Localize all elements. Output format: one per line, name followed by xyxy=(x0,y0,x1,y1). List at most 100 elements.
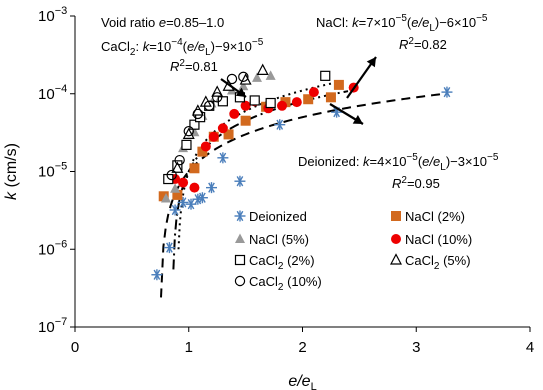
legend-marker xyxy=(390,253,402,265)
legend-item: Deionized xyxy=(234,209,307,224)
data-point xyxy=(206,182,217,194)
legend-marker xyxy=(391,211,401,221)
data-point xyxy=(217,123,228,134)
x-tick-label: 0 xyxy=(71,339,79,356)
data-point xyxy=(238,80,249,91)
data-point xyxy=(182,127,195,140)
legend-item: CaCl2 (2%) xyxy=(234,253,315,272)
axes: 0 1 2 3 4 10−7 10−6 10−5 10−4 10−3 e/eL k (cm/s) xyxy=(3,5,534,390)
data-point xyxy=(234,175,246,187)
cacl2-arrow xyxy=(220,78,247,98)
y-axis-title: k (cm/s) xyxy=(3,143,20,200)
data-point xyxy=(441,86,453,98)
data-point xyxy=(196,192,208,204)
data-point xyxy=(208,131,219,142)
legend-item: CaCl2 (10%) xyxy=(234,274,322,293)
data-point xyxy=(333,79,344,90)
nacl-arrow xyxy=(346,56,377,99)
legend-label: NaCl (5%) xyxy=(249,232,309,247)
data-point xyxy=(197,146,208,157)
data-point xyxy=(274,119,286,131)
data-point xyxy=(181,139,192,150)
legend-marker xyxy=(234,254,246,266)
data-point xyxy=(166,169,177,181)
legend-label: Deionized xyxy=(249,209,307,224)
x-axis-title: e/eL xyxy=(288,373,316,390)
data-point xyxy=(325,92,336,103)
x-tick-label: 2 xyxy=(298,339,306,356)
legend-marker xyxy=(391,234,401,244)
y-tick-label: 10−6 xyxy=(38,238,67,258)
data-point xyxy=(161,192,171,203)
x-tick-label: 1 xyxy=(185,339,193,356)
data-point xyxy=(240,115,251,126)
legend-item: NaCl (2%) xyxy=(391,209,465,224)
legend-label: NaCl (2%) xyxy=(405,209,465,224)
data-point xyxy=(217,152,229,164)
data-point xyxy=(158,191,169,202)
data-point xyxy=(256,63,269,75)
data-point xyxy=(163,173,174,185)
cacl2-r2: R2=0.81 xyxy=(170,58,218,74)
data-point xyxy=(172,189,183,200)
legend-marker xyxy=(235,233,245,243)
data-point xyxy=(252,72,262,82)
deionized-r2: R2=0.95 xyxy=(392,175,440,191)
data-point xyxy=(239,73,252,85)
data-point xyxy=(265,97,276,109)
data-point xyxy=(320,70,331,81)
data-point xyxy=(277,100,288,111)
data-point xyxy=(303,94,314,105)
legend: Deionized NaCl (2%) NaCl (5%) NaCl (10%) CaC… xyxy=(234,209,472,293)
data-point xyxy=(185,198,197,210)
legend-item: CaCl2 (5%) xyxy=(390,253,471,272)
x-tick-label: 3 xyxy=(412,339,420,356)
data-point xyxy=(171,161,184,173)
data-point xyxy=(192,108,204,120)
fit-line-deionized xyxy=(160,92,449,298)
legend-label: CaCl2 (5%) xyxy=(405,253,471,272)
x-tick-label: 4 xyxy=(526,339,534,356)
data-point xyxy=(291,97,302,108)
fit-line-cacl2 xyxy=(177,82,332,250)
data-point xyxy=(240,100,251,111)
data-point xyxy=(170,183,181,193)
data-point xyxy=(151,269,163,281)
data-point xyxy=(163,242,175,254)
deionized-equation: Deionized: k=4×10−5(e/eL)−3×10−5 xyxy=(298,152,499,173)
nacl-equation: NaCl: k=7×10−5(e/eL)−6×10−5 xyxy=(316,13,488,34)
data-point xyxy=(226,73,238,85)
data-point xyxy=(238,71,249,83)
annotations: Void ratio e=0.85–1.0 CaCl2: k=10−4(e/eL)… xyxy=(101,13,499,191)
y-tick-label: 10−7 xyxy=(38,316,67,336)
data-point xyxy=(178,177,189,188)
data-point xyxy=(189,119,200,130)
legend-marker xyxy=(234,210,246,222)
data-point xyxy=(211,92,223,103)
legend-item: NaCl (10%) xyxy=(391,232,472,247)
data-points xyxy=(151,63,453,281)
data-point xyxy=(223,129,234,140)
data-point xyxy=(174,154,185,166)
y-tick-label: 10−5 xyxy=(38,161,67,181)
y-tick-label: 10−3 xyxy=(38,5,67,25)
legend-label: CaCl2 (2%) xyxy=(249,253,315,272)
nacl-r2: R2=0.82 xyxy=(399,36,447,52)
data-point xyxy=(229,108,240,119)
data-point xyxy=(189,163,200,174)
legend-label: NaCl (10%) xyxy=(405,232,472,247)
legend-item: NaCl (5%) xyxy=(235,232,309,247)
data-point xyxy=(308,87,319,98)
data-point xyxy=(189,182,200,193)
data-point xyxy=(265,70,276,80)
data-point xyxy=(204,100,215,111)
cacl2-equation: CaCl2: k=10−4(e/eL)−9×10−5 xyxy=(101,37,264,58)
data-point xyxy=(249,95,260,106)
data-point xyxy=(200,141,211,152)
void-ratio-label: Void ratio e=0.85–1.0 xyxy=(101,15,224,30)
y-tick-label: 10−4 xyxy=(38,83,67,103)
legend-label: CaCl2 (10%) xyxy=(249,274,322,293)
data-point xyxy=(169,204,181,216)
deionized-arrow xyxy=(329,103,364,125)
